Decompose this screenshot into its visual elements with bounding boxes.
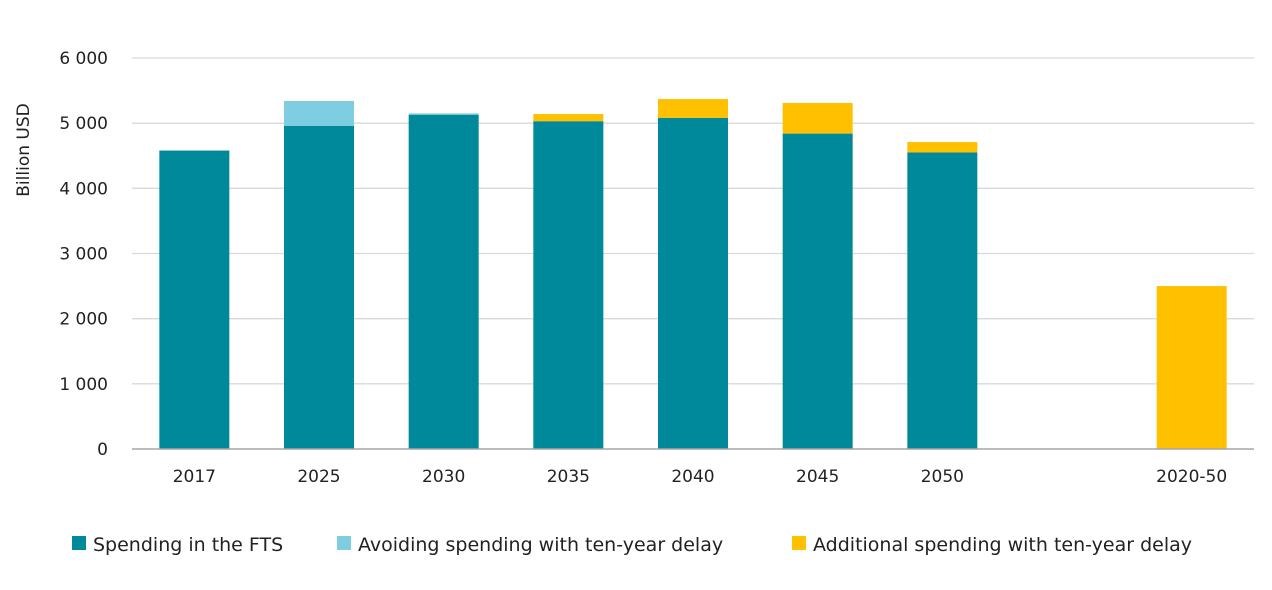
y-tick-label: 2 000 (59, 310, 108, 330)
legend-label: Spending in the FTS (93, 534, 283, 556)
y-axis-ticks: 0 1 000 2 000 3 000 4 000 5 000 6 000 (59, 49, 108, 460)
bar-segment-fts (159, 150, 230, 449)
bar-segment-additional (782, 102, 853, 134)
y-tick-label: 3 000 (59, 245, 108, 265)
x-tick-label: 2045 (796, 467, 839, 487)
bar-segment-additional (907, 142, 978, 153)
bar-segment-fts (284, 125, 354, 450)
bar-segment-fts (658, 117, 728, 449)
x-tick-label: 2025 (297, 467, 340, 487)
x-tick-label: 2040 (671, 467, 714, 487)
legend-label: Avoiding spending with ten-year delay (358, 534, 723, 556)
y-tick-label: 1 000 (59, 375, 108, 395)
y-axis-title: Billion USD (14, 103, 34, 196)
y-tick-label: 0 (97, 440, 108, 460)
bar-segment-fts (408, 114, 479, 449)
x-axis-ticks: 2017 2025 2030 2035 2040 2045 2050 2020-50 (173, 467, 1227, 487)
bar-segment-fts (782, 133, 853, 450)
legend-swatch (337, 536, 351, 550)
y-tick-label: 4 000 (59, 179, 108, 199)
bar-segment-additional (658, 99, 728, 118)
bars (159, 99, 1227, 450)
legend-swatch (792, 536, 806, 550)
bar-segment-additional (533, 114, 604, 122)
bar-segment-fts (533, 121, 604, 449)
x-tick-label: 2017 (173, 467, 216, 487)
y-tick-label: 5 000 (59, 114, 108, 134)
bar-segment-additional (1156, 286, 1227, 449)
legend-swatch (72, 536, 86, 550)
legend: Spending in the FTS Avoiding spending wit… (72, 534, 1192, 556)
legend-label: Additional spending with ten-year delay (813, 534, 1192, 556)
x-tick-label: 2035 (547, 467, 590, 487)
y-tick-label: 6 000 (59, 49, 108, 69)
x-tick-label: 2050 (921, 467, 964, 487)
x-tick-label: 2030 (422, 467, 465, 487)
x-tick-label: 2020-50 (1156, 467, 1227, 487)
bar-segment-avoided (284, 101, 354, 126)
bar-segment-fts (907, 152, 978, 449)
bar-segment-avoided (408, 113, 479, 115)
